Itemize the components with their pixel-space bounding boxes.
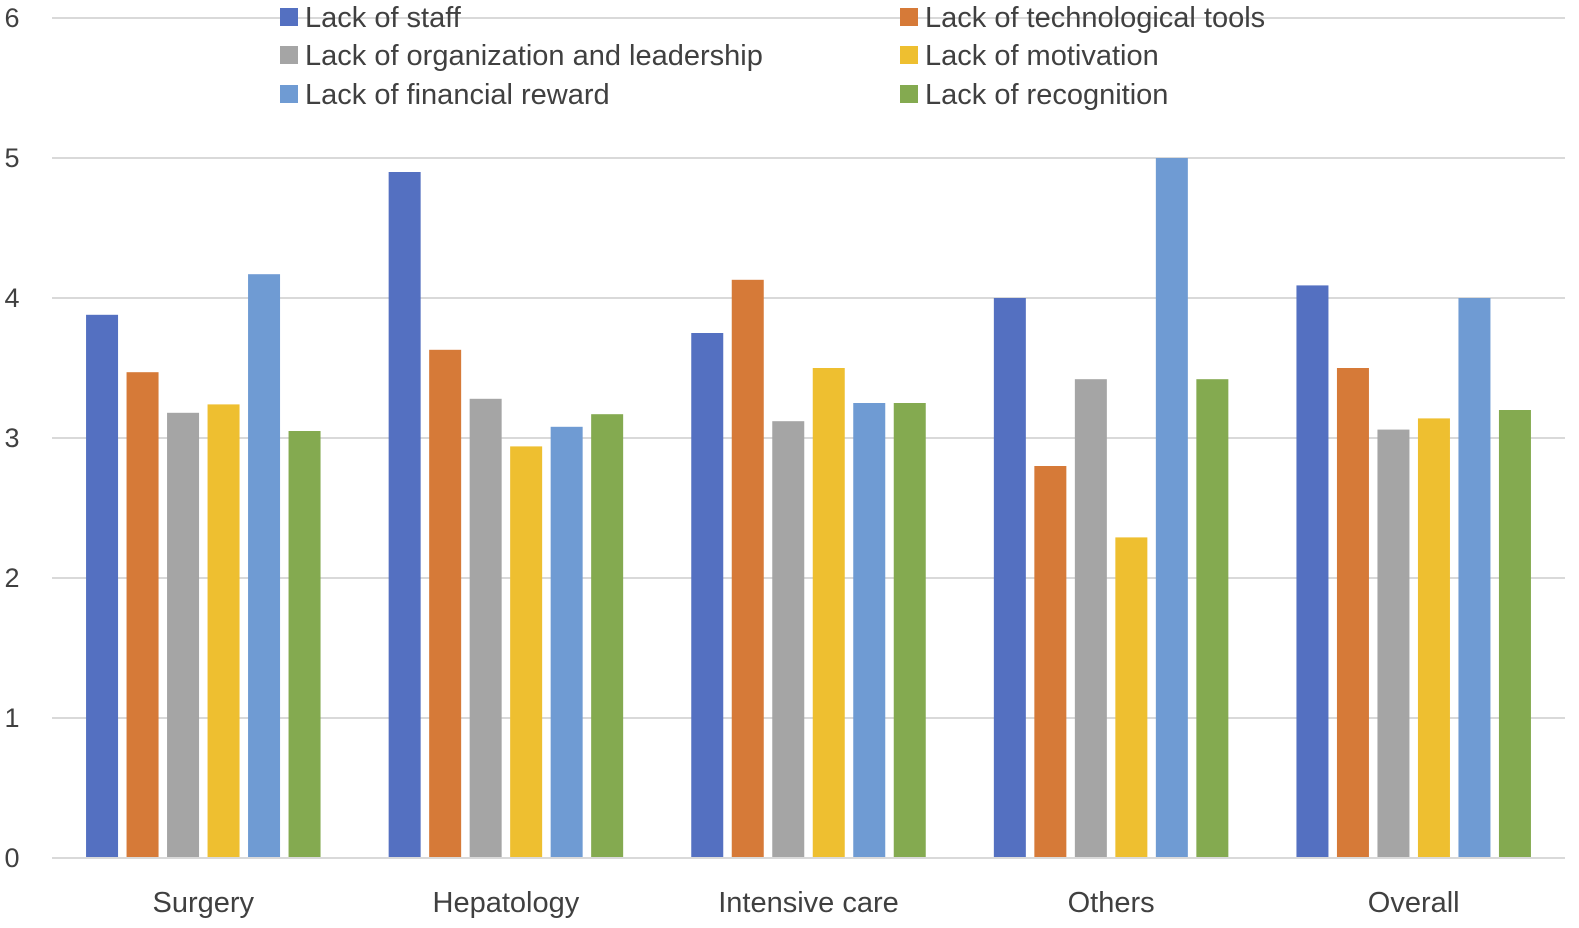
bar: [1498, 410, 1531, 858]
bar: [1417, 418, 1450, 858]
legend-swatch: [900, 85, 918, 103]
legend-swatch: [280, 8, 298, 26]
bar: [731, 279, 764, 858]
x-tick-label: Surgery: [153, 887, 255, 919]
bar: [167, 412, 200, 858]
bar: [207, 404, 240, 858]
legend-entry: Lack of staff: [305, 2, 462, 34]
legend-swatch: [280, 46, 298, 64]
x-axis: Surgery Hepatology Intensive care Others Ove…: [52, 857, 1565, 919]
bar: [1034, 466, 1067, 858]
bar: [1296, 285, 1329, 858]
bar: [1196, 379, 1229, 858]
x-tick-label: Hepatology: [433, 887, 580, 919]
y-tick-label: 0: [4, 843, 19, 873]
bar: [1458, 298, 1491, 858]
y-tick-label: 5: [4, 143, 19, 173]
bar: [591, 414, 624, 858]
bar: [429, 349, 462, 858]
bar: [510, 446, 543, 858]
bar: [550, 426, 583, 858]
bar: [1074, 379, 1107, 858]
y-tick-label: 6: [4, 3, 19, 33]
y-tick-label: 1: [4, 703, 19, 733]
bar: [126, 372, 159, 858]
bar: [469, 398, 502, 858]
bar: [1336, 368, 1369, 858]
x-tick-label: Overall: [1368, 887, 1460, 919]
bar: [893, 403, 926, 858]
y-tick-label: 4: [4, 283, 19, 313]
bar: [993, 298, 1026, 858]
y-axis-tick-labels: 0 1 2 3 4 5 6: [4, 3, 19, 873]
legend-entry: Lack of recognition: [925, 79, 1168, 111]
bar: [691, 333, 724, 858]
y-tick-label: 3: [4, 423, 19, 453]
legend-swatch: [900, 46, 918, 64]
bar: [86, 314, 119, 858]
bar: [388, 172, 421, 858]
y-tick-label: 2: [4, 563, 19, 593]
legend-entry: Lack of organization and leadership: [305, 40, 763, 72]
bars: [86, 158, 1531, 858]
legend-entry: Lack of motivation: [925, 40, 1159, 72]
bar: [288, 431, 321, 858]
legend: Lack of staff Lack of technological tools…: [280, 2, 1265, 111]
bar: [1377, 429, 1410, 858]
x-tick-label: Others: [1068, 887, 1155, 919]
legend-entry: Lack of technological tools: [925, 2, 1265, 34]
legend-swatch: [280, 85, 298, 103]
x-tick-label: Intensive care: [718, 887, 899, 919]
bar: [772, 421, 805, 858]
bar: [1115, 537, 1148, 858]
bar: [1155, 158, 1188, 858]
bar: [853, 403, 886, 858]
legend-entry: Lack of financial reward: [305, 79, 610, 111]
legend-swatch: [900, 8, 918, 26]
bar: [248, 274, 281, 858]
bar: [812, 368, 845, 858]
